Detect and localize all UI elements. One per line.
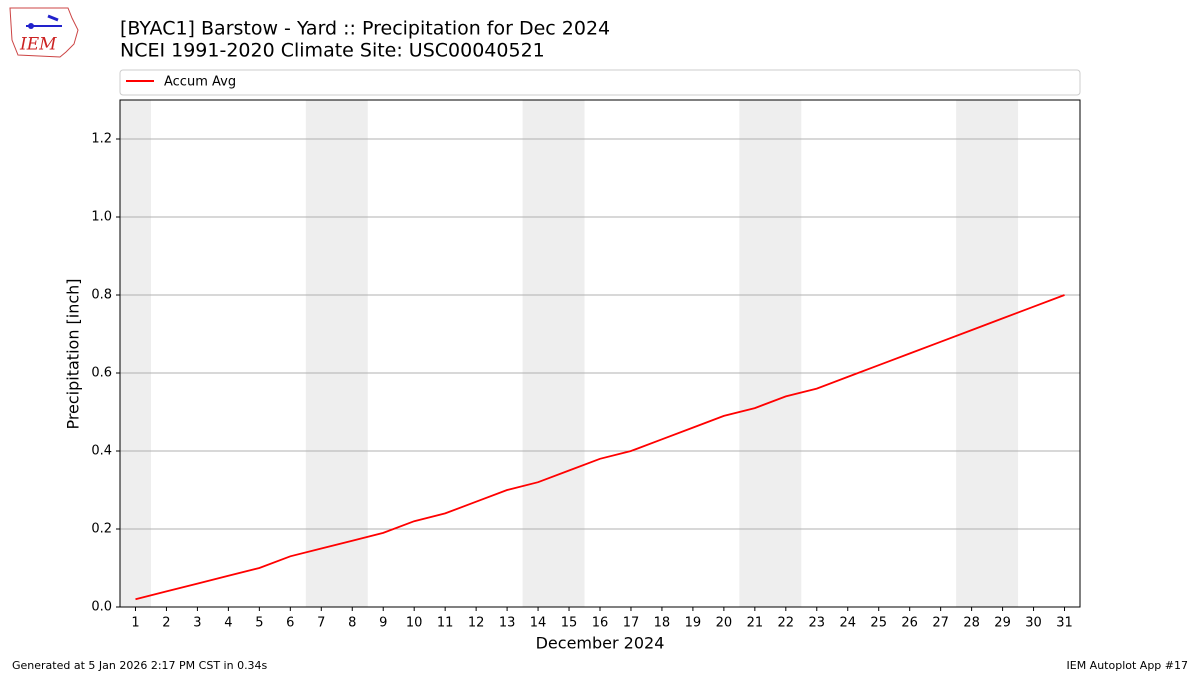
x-tick-label: 15 <box>561 616 578 631</box>
x-tick-label: 30 <box>1025 616 1042 631</box>
y-axis-label: Precipitation [inch] <box>64 278 83 429</box>
x-tick-label: 4 <box>224 616 232 631</box>
x-tick-label: 12 <box>468 616 485 631</box>
logo: IEM <box>9 7 79 58</box>
x-tick-label: 10 <box>406 616 423 631</box>
x-tick-label: 3 <box>193 616 201 631</box>
x-tick-label: 21 <box>747 616 764 631</box>
x-tick-label: 16 <box>592 616 609 631</box>
logo-text: IEM <box>19 35 57 55</box>
x-tick-label: 6 <box>286 616 294 631</box>
x-tick-label: 20 <box>716 616 733 631</box>
x-axis-label: December 2024 <box>536 634 665 653</box>
x-tick-label: 22 <box>778 616 795 631</box>
x-tick-label: 25 <box>870 616 887 631</box>
x-tick-label: 11 <box>437 616 454 631</box>
y-tick-label: 0.0 <box>91 600 112 615</box>
x-tick-label: 26 <box>901 616 918 631</box>
chart-subtitle: NCEI 1991-2020 Climate Site: USC00040521 <box>120 40 545 62</box>
y-tick-label: 1.2 <box>91 132 112 147</box>
x-tick-label: 1 <box>131 616 139 631</box>
x-tick-label: 31 <box>1056 616 1073 631</box>
x-tick-label: 14 <box>530 616 547 631</box>
footer-left: Generated at 5 Jan 2026 2:17 PM CST in 0… <box>12 659 268 672</box>
plot-frame <box>119 99 1081 608</box>
weekend-shade <box>522 100 585 607</box>
weekend-shade <box>956 100 1019 607</box>
x-tick-label: 2 <box>162 616 170 631</box>
x-tick-label: 9 <box>379 616 387 631</box>
x-tick-label: 17 <box>623 616 640 631</box>
x-tick-label: 23 <box>809 616 826 631</box>
y-tick-label: 0.2 <box>91 522 112 537</box>
weekend-shade <box>120 100 151 607</box>
x-tick-label: 13 <box>499 616 516 631</box>
x-tick-label: 19 <box>685 616 702 631</box>
y-tick-label: 0.4 <box>91 444 112 459</box>
x-tick-label: 24 <box>839 616 856 631</box>
weekend-shade <box>305 100 368 607</box>
x-tick-label: 29 <box>994 616 1011 631</box>
x-tick-label: 27 <box>932 616 949 631</box>
weekend-shade <box>739 100 802 607</box>
y-tick-label: 1.0 <box>91 210 112 225</box>
x-tick-label: 7 <box>317 616 325 631</box>
legend-label: Accum Avg <box>164 75 236 90</box>
x-tick-label: 5 <box>255 616 263 631</box>
chart-title: [BYAC1] Barstow - Yard :: Precipitation … <box>120 18 610 40</box>
legend-box <box>119 69 1081 96</box>
footer-right: IEM Autoplot App #17 <box>1067 659 1189 672</box>
y-tick-label: 0.8 <box>91 288 112 303</box>
x-tick-label: 8 <box>348 616 356 631</box>
y-tick-label: 0.6 <box>91 366 112 381</box>
series-line <box>135 294 1065 601</box>
x-tick-label: 28 <box>963 616 980 631</box>
x-tick-label: 18 <box>654 616 671 631</box>
